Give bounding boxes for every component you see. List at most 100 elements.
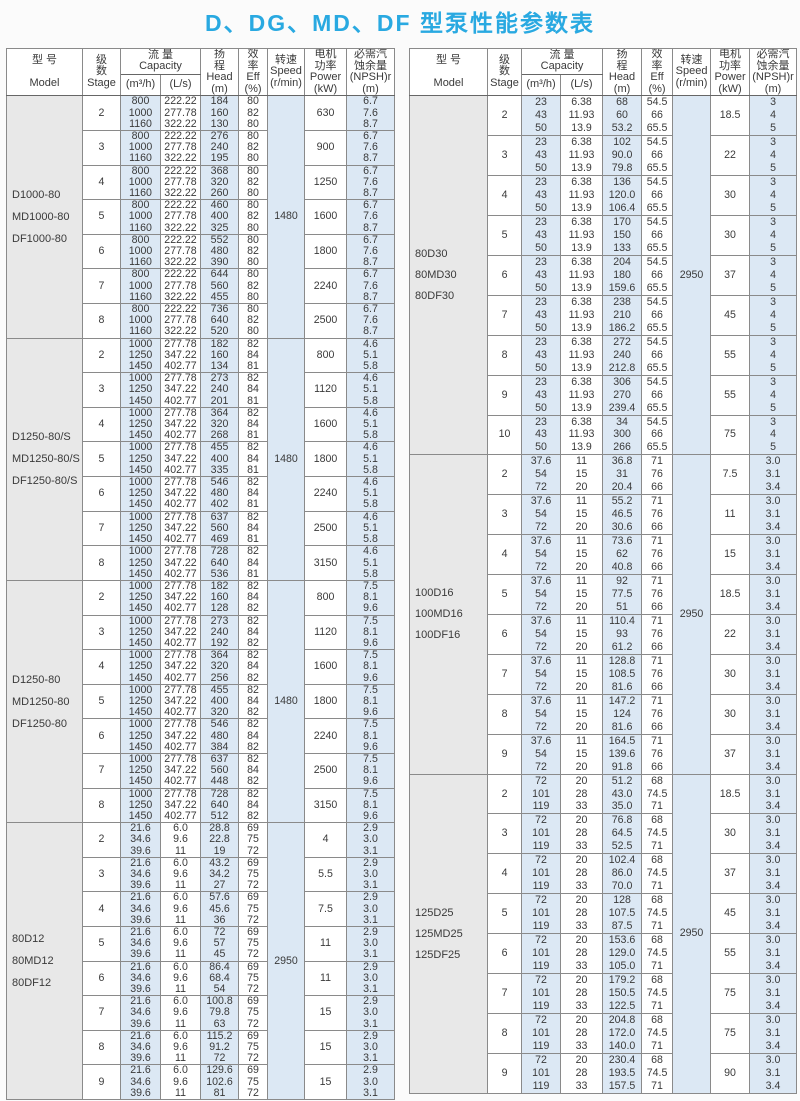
- stage-cell: 8: [487, 1012, 523, 1054]
- table-row: 8 800 1000 1160 222.22 277.78 322.22 736 64…: [7, 303, 396, 339]
- header-head: 扬 程 Head (m): [200, 47, 240, 97]
- capacity-m3h-cell: 23 43 50: [521, 294, 562, 336]
- eff-cell: 80 82 80: [238, 164, 269, 201]
- stage-cell: 3: [487, 135, 523, 177]
- eff-cell: 82 84 81: [238, 476, 269, 512]
- power-cell: 630: [304, 95, 348, 131]
- power-cell: 18.5: [710, 95, 751, 137]
- power-cell: 30: [710, 175, 751, 217]
- eff-cell: 54.5 66 65.5: [641, 215, 674, 256]
- stage-cell: 7: [487, 653, 523, 695]
- npsh-cell: 3 4 5: [749, 374, 798, 416]
- capacity-ls-cell: 222.22 277.78 322.22: [159, 129, 202, 166]
- capacity-m3h-cell: 23 43 50: [521, 215, 562, 256]
- header-unit-ls: (L/s): [159, 73, 202, 97]
- stage-cell: 6: [487, 933, 523, 974]
- stage-cell: 2: [82, 579, 121, 616]
- capacity-m3h-cell: 1000 1250 1450: [120, 337, 161, 374]
- table-row: 4 21.6 34.6 39.6 6.0 9.6 11 57.6 45.6 36 69 …: [7, 891, 396, 927]
- power-cell: 1600: [304, 406, 348, 443]
- table-row: 9 37.6 54 72 11 15 20 164.5 139.6 91.8 71 76…: [410, 733, 798, 775]
- table-row: 125D25 125MD25 125DF25 2 72 101 119 20 28 33 5…: [409, 773, 798, 1094]
- power-cell: 15: [710, 534, 751, 576]
- npsh-cell: 2.9 3.0 3.1: [346, 995, 396, 1031]
- head-cell: 102 90.0 79.8: [602, 135, 643, 177]
- table-row: 6 1000 1250 1450 277.78 347.22 402.77 546 4…: [7, 476, 396, 512]
- capacity-m3h-cell: 72 101 119: [521, 1012, 562, 1054]
- head-cell: 100.8 79.8 63: [200, 995, 240, 1031]
- npsh-cell: 3 4 5: [749, 254, 798, 296]
- capacity-m3h-cell: 1000 1250 1450: [120, 510, 161, 547]
- stage-cell: 3: [82, 129, 121, 166]
- head-cell: 43.2 34.2 27: [200, 856, 240, 893]
- head-cell: 28.8 22.8 19: [200, 822, 240, 858]
- npsh-cell: 7.5 8.1 9.6: [346, 718, 396, 754]
- header-unit-ls: (L/s): [560, 73, 604, 97]
- power-cell: 55: [710, 334, 751, 376]
- head-cell: 637 560 448: [200, 752, 240, 789]
- capacity-m3h-cell: 23 43 50: [521, 334, 562, 376]
- npsh-cell: 2.9 3.0 3.1: [346, 926, 396, 962]
- capacity-m3h-cell: 1000 1250 1450: [120, 683, 161, 720]
- power-cell: 55: [710, 374, 751, 416]
- capacity-m3h-cell: 23 43 50: [521, 95, 562, 137]
- table-row: 8 23 43 50 6.38 11.93 13.9 272 240 212.8 54.…: [410, 334, 798, 376]
- stage-cell: 7: [487, 294, 523, 336]
- capacity-m3h-cell: 37.6 54 72: [521, 494, 562, 536]
- header-power: 电机 功率 Power (kW): [304, 47, 348, 97]
- capacity-m3h-cell: 37.6 54 72: [521, 534, 562, 576]
- stage-cell: 5: [487, 215, 523, 256]
- eff-cell: 71 76 66: [641, 574, 674, 615]
- eff-cell: 82 84 82: [238, 614, 269, 651]
- capacity-m3h-cell: 800 1000 1160: [120, 129, 161, 166]
- table-row: 7 23 43 50 6.38 11.93 13.9 238 210 186.2 54.…: [410, 294, 798, 336]
- capacity-ls-cell: 6.38 11.93 13.9: [560, 95, 604, 137]
- head-cell: 147.2 124 81.6: [602, 693, 643, 735]
- capacity-ls-cell: 6.0 9.6 11: [159, 1029, 202, 1066]
- model-name: 100D16: [415, 587, 454, 600]
- header-stage: 级 数 Stage: [82, 47, 121, 97]
- head-cell: 728 640 536: [200, 545, 240, 581]
- stage-cell: 4: [82, 891, 121, 927]
- table-row: 5 37.6 54 72 11 15 20 92 77.5 51 71 76 66 18.…: [410, 574, 798, 615]
- eff-cell: 54.5 66 65.5: [641, 254, 674, 296]
- eff-cell: 80 82 80: [238, 233, 269, 270]
- eff-cell: 80 82 80: [238, 95, 269, 131]
- capacity-m3h-cell: 23 43 50: [521, 254, 562, 296]
- power-cell: 75: [710, 1012, 751, 1054]
- power-cell: 15: [304, 1064, 348, 1101]
- head-cell: 68 60 53.2: [602, 95, 643, 137]
- capacity-m3h-cell: 23 43 50: [521, 374, 562, 416]
- npsh-cell: 3 4 5: [749, 294, 798, 336]
- npsh-cell: 4.6 5.1 5.8: [346, 510, 396, 547]
- eff-cell: 54.5 66 65.5: [641, 334, 674, 376]
- table-row: 6 1000 1250 1450 277.78 347.22 402.77 546 4…: [7, 718, 396, 754]
- stage-cell: 2: [487, 454, 523, 496]
- power-cell: 1120: [304, 614, 348, 651]
- table-row: 6 800 1000 1160 222.22 277.78 322.22 552 48…: [7, 233, 396, 270]
- stage-cell: 6: [487, 254, 523, 296]
- capacity-ls-cell: 277.78 347.22 402.77: [159, 683, 202, 720]
- table-row: 6 37.6 54 72 11 15 20 110.4 93 61.2 71 76 66…: [410, 613, 798, 655]
- stage-cell: 2: [487, 95, 523, 137]
- npsh-cell: 4.6 5.1 5.8: [346, 441, 396, 478]
- stage-cell: 6: [82, 476, 121, 512]
- head-cell: 238 210 186.2: [602, 294, 643, 336]
- eff-cell: 54.5 66 65.5: [641, 175, 674, 217]
- stage-cell: 9: [487, 374, 523, 416]
- model-name: 80D30: [415, 248, 448, 261]
- npsh-cell: 4.6 5.1 5.8: [346, 406, 396, 443]
- eff-cell: 54.5 66 65.5: [641, 95, 674, 137]
- table-row: 4 1000 1250 1450 277.78 347.22 402.77 364 3…: [7, 406, 396, 443]
- stage-cell: 5: [82, 441, 121, 478]
- eff-cell: 68 74.5 71: [641, 933, 674, 974]
- capacity-m3h-cell: 800 1000 1160: [120, 199, 161, 235]
- eff-cell: 54.5 66 65.5: [641, 414, 674, 456]
- eff-cell: 71 76 66: [641, 613, 674, 655]
- pump-table-right: 型 号 Model 级 数 Stage 流 量 Capacity 扬 程 Hea…: [409, 47, 798, 1094]
- head-cell: 136 120.0 106.4: [602, 175, 643, 217]
- speed-cell: 2950: [672, 454, 712, 775]
- capacity-m3h-cell: 72 101 119: [521, 933, 562, 974]
- power-cell: 37: [710, 853, 751, 895]
- capacity-ls-cell: 277.78 347.22 402.77: [159, 649, 202, 685]
